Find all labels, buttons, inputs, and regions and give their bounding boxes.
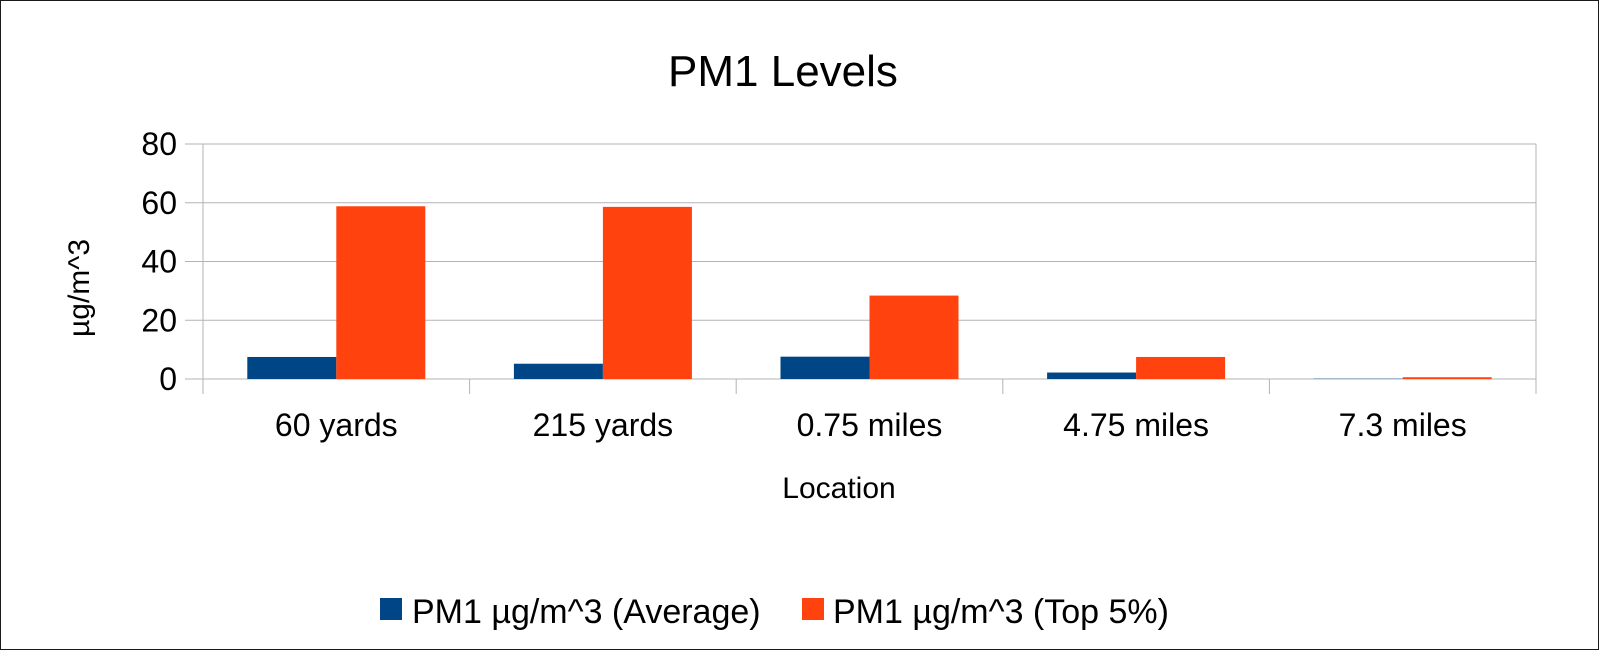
bar-top5 [1403, 377, 1492, 379]
y-tick-label: 60 [141, 185, 177, 221]
y-tick-label: 20 [141, 302, 177, 338]
legend: PM1 µg/m^3 (Average) PM1 µg/m^3 (Top 5%) [380, 593, 1169, 631]
y-tick-label: 40 [141, 244, 177, 280]
bar-average [1047, 373, 1136, 379]
x-tick-label: 4.75 miles [1063, 407, 1209, 443]
x-axis-title: Location [782, 472, 895, 505]
bars [247, 206, 1491, 379]
bar-average [514, 364, 603, 379]
x-tick-label: 215 yards [533, 407, 674, 443]
chart-title: PM1 Levels [668, 47, 898, 96]
bar-average [247, 357, 336, 379]
x-tick-label: 7.3 miles [1339, 407, 1467, 443]
y-tick-label: 0 [159, 361, 177, 397]
bar-top5 [870, 296, 959, 379]
y-tick-labels: 0 20 40 60 80 [141, 126, 177, 397]
x-tick-label: 60 yards [275, 407, 398, 443]
legend-label-average: PM1 µg/m^3 (Average) [412, 593, 761, 631]
bar-top5 [603, 207, 692, 379]
y-tick-label: 80 [141, 126, 177, 162]
bar-top5 [336, 206, 425, 379]
legend-swatch-top5 [802, 598, 824, 620]
x-tick-labels: 60 yards 215 yards 0.75 miles 4.75 miles 7.3… [275, 407, 1467, 443]
x-tick-label: 0.75 miles [797, 407, 943, 443]
y-axis-title: µg/m^3 [63, 239, 96, 337]
legend-label-top5: PM1 µg/m^3 (Top 5%) [833, 593, 1169, 631]
bar-top5 [1136, 357, 1225, 379]
bar-average [781, 357, 870, 379]
legend-swatch-average [380, 598, 402, 620]
